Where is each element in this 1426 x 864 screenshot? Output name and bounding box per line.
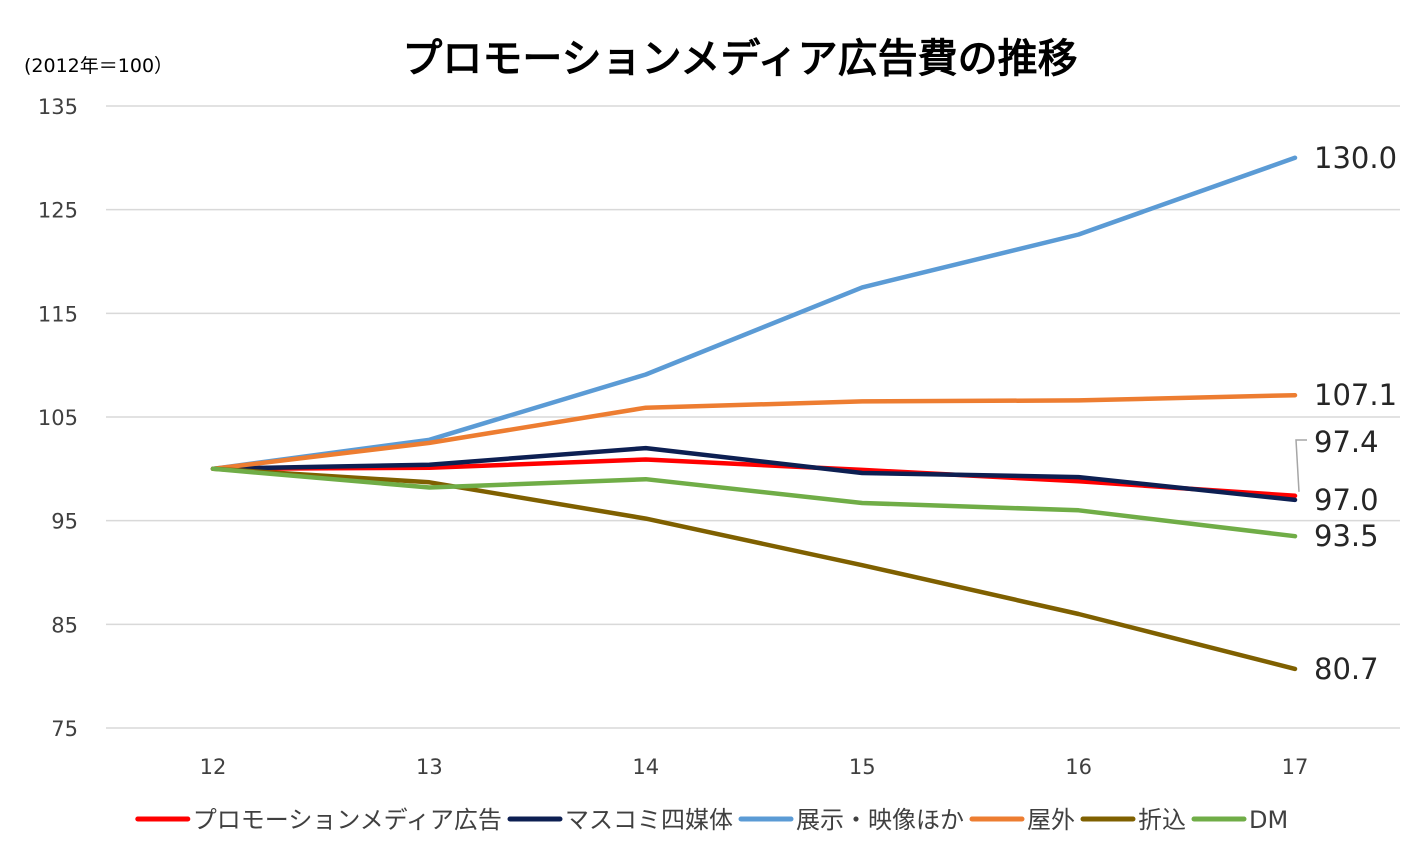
y-axis-ticks: 75 85 95 105 115 125 135 [38,95,78,741]
legend-label: 屋外 [1027,806,1075,834]
x-tick-label: 17 [1282,755,1309,779]
series-line [210,466,1298,539]
leader-line [1295,439,1307,492]
y-tick-label: 125 [38,199,78,223]
end-data-label: 107.1 [1314,378,1397,412]
gridlines [106,105,1400,729]
legend-item: マスコミ四媒体 [507,806,733,834]
series-line [210,457,1298,499]
unit-note: (2012年＝100） [24,55,173,77]
legend-label: プロモーションメディア広告 [193,806,502,834]
legend: プロモーションメディア広告 マスコミ四媒体 展示・映像ほか 屋外 折込 DM [135,806,1288,834]
series-lines [210,155,1298,672]
series-line [210,445,1298,503]
y-tick-label: 115 [38,302,78,326]
data-labels: 97.4 97.0 130.0 107.1 80.7 93.5 [1295,141,1397,686]
x-axis-ticks: 12 13 14 15 16 17 [200,755,1309,779]
chart-title: プロモーションメディア広告費の推移 [402,36,1077,82]
legend-item: 折込 [1080,806,1186,834]
x-tick-label: 15 [849,755,876,779]
x-tick-label: 12 [200,755,227,779]
y-tick-label: 135 [38,95,78,119]
y-tick-label: 85 [51,613,78,637]
legend-item: DM [1191,806,1288,834]
end-data-label: 97.0 [1314,483,1379,517]
legend-label: マスコミ四媒体 [565,806,733,834]
end-data-label: 80.7 [1314,652,1379,686]
legend-label: DM [1249,806,1288,834]
end-data-label: 130.0 [1314,141,1397,175]
end-data-label: 97.4 [1314,425,1379,459]
y-tick-label: 75 [51,717,78,741]
series-line [210,392,1298,472]
y-tick-label: 105 [38,406,78,430]
legend-label: 展示・映像ほか [796,806,964,834]
legend-item: 展示・映像ほか [738,806,964,834]
x-tick-label: 16 [1065,755,1092,779]
legend-item: プロモーションメディア広告 [135,806,502,834]
legend-label: 折込 [1138,806,1186,834]
end-data-label: 93.5 [1314,519,1379,553]
y-tick-label: 95 [51,510,78,534]
legend-item: 屋外 [969,806,1075,834]
series-line [210,466,1298,672]
x-tick-label: 14 [632,755,659,779]
series-line [210,155,1298,472]
x-tick-label: 13 [416,755,443,779]
